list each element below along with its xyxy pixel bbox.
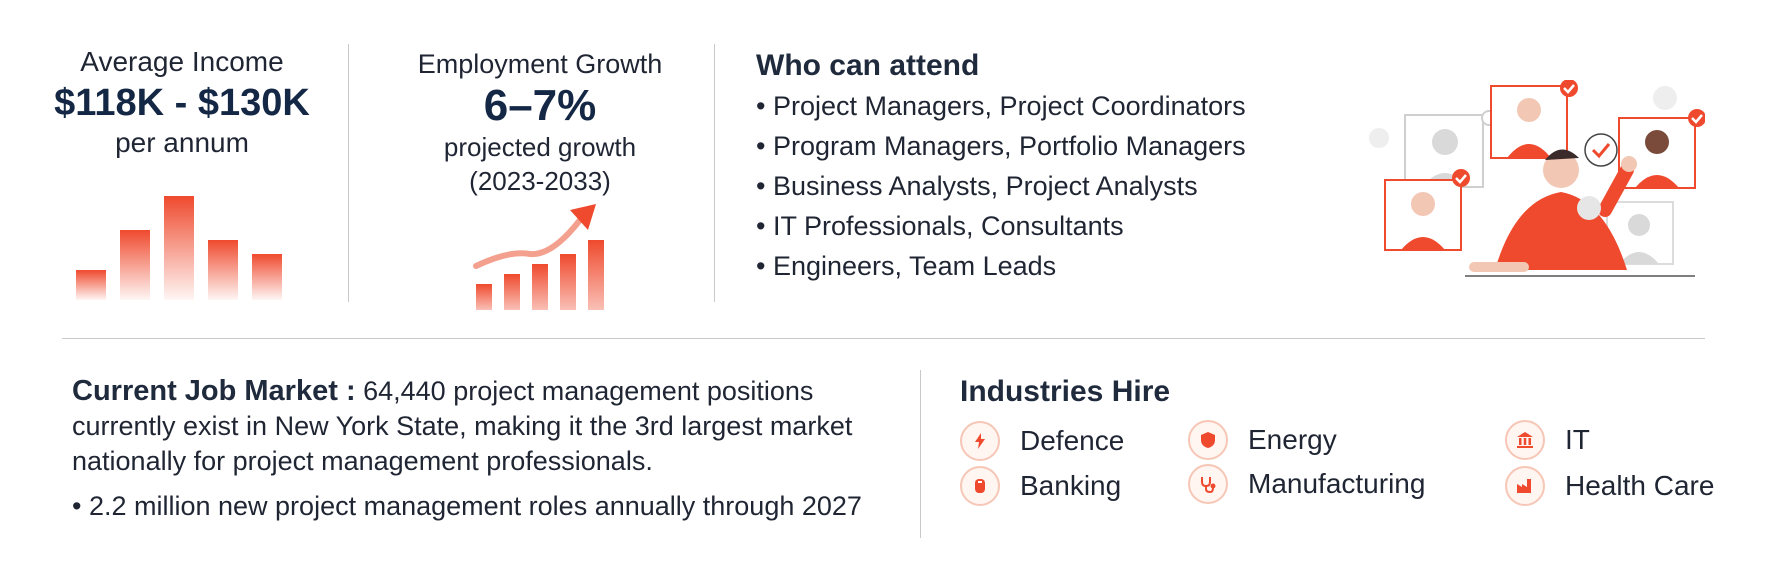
divider [920,370,921,538]
video-call-illustration [1369,80,1705,277]
factory-icon [1505,466,1545,506]
growth-sub1: projected growth [443,132,637,162]
industry-label: IT [1565,424,1590,455]
industry-label: Energy [1248,424,1337,455]
growth-bar [532,264,548,310]
attend-title: Who can attend [756,49,980,82]
market-block: Current Job Market : 64,440 project mana… [72,374,902,524]
section-divider [62,338,1705,339]
growth-sub2: (2023-2033) [469,166,611,196]
market-text: 64,440 project management positions curr… [72,376,853,476]
divider [348,44,349,302]
attend-item: • IT Professionals, Consultants [756,211,1124,241]
divider [714,44,715,302]
industry-label: Banking [1020,470,1122,501]
piggy-bank-icon [960,466,1000,506]
industry-energy: Energy [1188,420,1337,460]
income-bar [164,196,194,300]
growth-title: Employment Growth [417,49,663,79]
income-bar [208,240,238,300]
industry-label: Manufacturing [1248,468,1426,499]
growth-bar [560,254,576,310]
industry-it: IT [1505,420,1590,460]
market-bullet: • 2.2 million new project management rol… [72,491,862,521]
income-bars-illustration [76,196,282,300]
bank-icon [1505,420,1545,460]
income-bar [252,254,282,300]
income-value: $118K - $130K [54,82,310,124]
industry-banking: Banking [960,466,1121,506]
stethoscope-icon [1188,464,1228,504]
market-label: Current Job Market : [72,375,356,407]
income-title: Average Income [80,46,284,77]
industry-label: Defence [1020,425,1125,456]
growth-bar [476,284,492,310]
industry-defence: Defence [960,421,1124,461]
growth-chart-illustration [473,204,604,310]
industry-label: Health Care [1565,470,1715,501]
attend-item: • Program Managers, Portfolio Managers [756,131,1246,161]
income-bar [76,270,106,300]
income-block: Average Income $118K - $130K per annum [22,44,342,160]
income-bar [120,230,150,300]
lightning-icon [960,421,1000,461]
growth-bar [504,274,520,310]
growth-value: 6–7% [483,81,597,130]
attend-item: • Project Managers, Project Coordinators [756,91,1246,121]
attend-item: • Business Analysts, Project Analysts [756,171,1198,201]
attend-block: Who can attend • Project Managers, Proje… [756,46,1316,286]
market-paragraph: Current Job Market : 64,440 project mana… [72,374,902,479]
shield-icon [1188,420,1228,460]
industries-title: Industries Hire [960,375,1171,408]
industry-manufacturing: Manufacturing [1188,464,1425,504]
growth-block: Employment Growth 6–7% projected growth … [380,46,700,198]
trend-arrow-icon [473,217,583,269]
industry-health-care: Health Care [1505,466,1714,506]
income-unit: per annum [115,127,249,158]
attend-item: • Engineers, Team Leads [756,251,1057,281]
growth-bar [588,240,604,310]
